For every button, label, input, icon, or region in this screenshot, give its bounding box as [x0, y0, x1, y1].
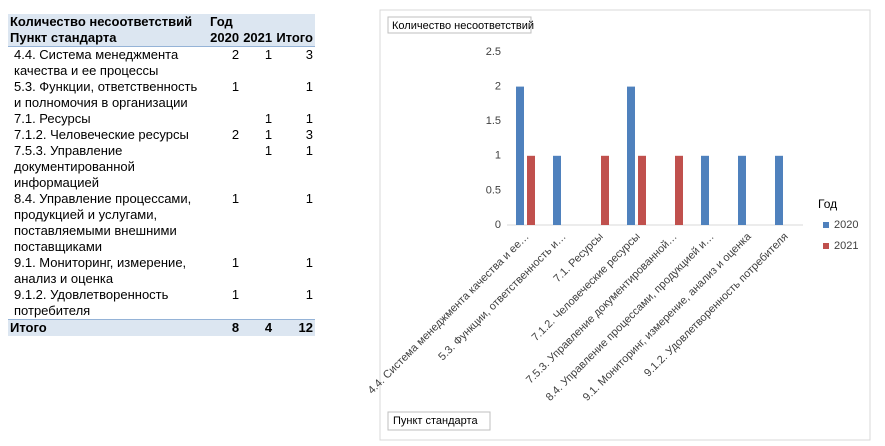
- table-cell: 12: [274, 319, 315, 336]
- table-cell: 1: [305, 287, 313, 302]
- y-tick-label: 1.5: [486, 115, 501, 127]
- table-row: 9.1.2. Удовлетворенность потребителя 1 1: [8, 287, 315, 320]
- y-tick-label: 0.5: [486, 184, 501, 196]
- table-cell: 1: [264, 111, 273, 126]
- bar: [738, 155, 746, 225]
- table-cell: 7.5.3. Управление документированной инфо…: [14, 143, 135, 190]
- table-row: 7.5.3. Управление документированной инфо…: [8, 143, 315, 191]
- y-tick-label: 1: [495, 150, 501, 162]
- table-row: Пункт стандарта 2020 2021 Итого: [8, 30, 315, 47]
- bar: [638, 155, 646, 225]
- table-cell: 2: [231, 127, 240, 142]
- bar: [701, 155, 709, 225]
- table-cell: 1: [305, 143, 313, 158]
- legend-label: 2021: [834, 240, 858, 252]
- table-cell: 2020: [208, 30, 242, 47]
- axis-field-button[interactable]: [387, 411, 491, 431]
- table-cell: [241, 14, 275, 30]
- bar: [527, 155, 535, 225]
- table-cell: 7.1.2. Человеческие ресурсы: [14, 127, 189, 142]
- table-cell: 8: [208, 319, 242, 336]
- table-row: 8.4. Управление процессами, продукцией и…: [8, 191, 315, 255]
- table-cell: 2021: [241, 30, 275, 47]
- table-cell: 8.4. Управление процессами, продукцией и…: [14, 191, 192, 254]
- table-cell: 1: [264, 143, 273, 158]
- table-cell: 1: [305, 255, 313, 270]
- table-row: Итого 8 4 12: [8, 319, 315, 336]
- table-cell: 1: [264, 47, 273, 62]
- bar: [627, 86, 635, 225]
- table-cell: Итого: [8, 319, 208, 336]
- table-cell: 7.1. Ресурсы: [14, 111, 91, 126]
- y-tick-label: 2.5: [486, 46, 501, 58]
- table-cell: 1: [264, 127, 273, 142]
- table-cell: Год: [208, 14, 242, 30]
- table-cell: 4: [241, 319, 275, 336]
- table-cell: 1: [231, 191, 240, 206]
- table-row: Количество несоответствий Год: [8, 14, 315, 30]
- y-tick-label: 2: [495, 81, 501, 93]
- table-cell: 4.4. Система менеджмента качества и ее п…: [14, 47, 179, 78]
- table-cell: 1: [305, 79, 313, 94]
- table-row: 4.4. Система менеджмента качества и ее п…: [8, 47, 315, 80]
- table-cell: 1: [305, 111, 313, 126]
- y-tick-label: 0: [495, 219, 501, 231]
- table-cell: 9.1.2. Удовлетворенность потребителя: [14, 287, 169, 318]
- table-cell: Итого: [274, 30, 315, 47]
- table-cell: 9.1. Мониторинг, измерение, анализ и оце…: [14, 255, 187, 286]
- table-cell: [274, 14, 315, 30]
- table-row: 5.3. Функции, ответственность и полномоч…: [8, 79, 315, 111]
- axis-field[interactable]: Пункт стандарта: [393, 415, 478, 427]
- table-row: 9.1. Мониторинг, измерение, анализ и оце…: [8, 255, 315, 287]
- bar: [601, 155, 609, 225]
- table-cell: 1: [231, 287, 240, 302]
- legend-swatch: [823, 243, 829, 249]
- table-cell: 3: [305, 47, 313, 62]
- bar: [675, 155, 683, 225]
- legend-swatch: [823, 222, 829, 228]
- table-cell: 5.3. Функции, ответственность и полномоч…: [14, 79, 198, 110]
- table-cell: 1: [305, 191, 313, 206]
- pivot-table: Количество несоответствий Год Пункт станда…: [8, 14, 315, 336]
- table-cell: 3: [305, 127, 313, 142]
- table-cell: Пункт стандарта: [8, 30, 208, 47]
- value-field-button[interactable]: [387, 16, 532, 34]
- legend-title: Год: [818, 197, 837, 211]
- bar: [516, 86, 524, 225]
- table-row: 7.1. Ресурсы 1 1: [8, 111, 315, 127]
- table-cell: 1: [231, 79, 240, 94]
- table-cell: 2: [231, 47, 240, 62]
- legend-label: 2020: [834, 219, 858, 231]
- bar: [553, 155, 561, 225]
- bar: [775, 155, 783, 225]
- table-cell: Количество несоответствий: [8, 14, 208, 30]
- table-row: 7.1.2. Человеческие ресурсы 2 1 3: [8, 127, 315, 143]
- value-field[interactable]: Количество несоответствий: [392, 20, 534, 32]
- table-cell: 1: [231, 255, 240, 270]
